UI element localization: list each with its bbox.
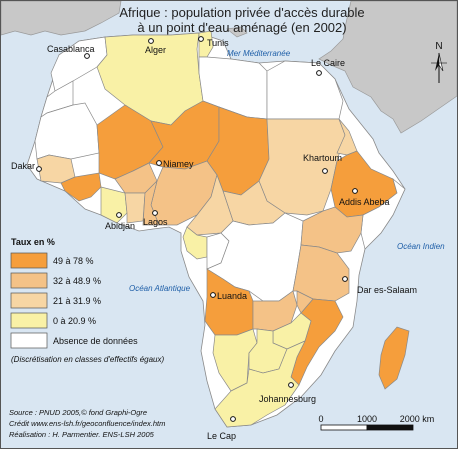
- marker-le-caire: [316, 70, 322, 76]
- guinea: [60, 172, 102, 202]
- label-indian-ocean: Océan Indien: [397, 242, 445, 251]
- label-lagos: Lagos: [143, 217, 168, 227]
- label-abidjan: Abidjan: [105, 221, 135, 231]
- marker-luanda: [210, 292, 216, 298]
- north-letter: N: [435, 41, 442, 52]
- scale-tick-0: 0: [318, 414, 323, 424]
- senegal: [36, 154, 76, 184]
- scale-bar: 0 1000 2000 km: [318, 414, 435, 431]
- title-line-2: à un point d'eau aménagé (en 2002): [137, 20, 346, 35]
- gabon: [182, 226, 208, 260]
- marker-casablanca: [84, 53, 90, 59]
- marker-dar-es-salaam: [342, 276, 348, 282]
- city-markers: [36, 36, 358, 422]
- label-mediterranean: Mer Méditerranée: [227, 49, 291, 58]
- marker-dakar: [36, 166, 42, 172]
- label-addis-abeba: Addis Abeba: [339, 197, 390, 207]
- marker-alger: [148, 38, 154, 44]
- credit-source: Source : PNUD 2005,© fond Graphi-Ogre: [9, 408, 147, 417]
- south-africa: [214, 340, 306, 428]
- label-niamey: Niamey: [163, 159, 194, 169]
- legend-label-21-31: 21 à 31.9 %: [53, 296, 101, 306]
- legend-label-49-78: 49 à 78 %: [53, 256, 94, 266]
- scale-tick-1000: 1000: [357, 414, 377, 424]
- marker-addis-abeba: [352, 188, 358, 194]
- ghana: [124, 192, 146, 224]
- sicily-land: [226, 26, 248, 38]
- legend: Taux en % 49 à 78 % 32 à 48.9 % 21 à 31.…: [10, 237, 164, 364]
- legend-swatch-49-78: [10, 252, 48, 269]
- label-alger: Alger: [145, 45, 166, 55]
- legend-swatch-21-31: [10, 292, 48, 309]
- legend-swatch-32-48: [10, 272, 48, 289]
- marker-tunis: [198, 36, 204, 42]
- egypt: [266, 60, 344, 120]
- label-dar-es-salaam: Dar es-Salaam: [357, 285, 417, 295]
- label-tunis: Tunis: [207, 38, 229, 48]
- legend-label-32-48: 32 à 48.9 %: [53, 276, 101, 286]
- label-le-caire: Le Caire: [311, 58, 345, 68]
- legend-swatch-no-data: [10, 332, 48, 349]
- madagascar: [378, 326, 410, 390]
- legend-note: (Discrétisation en classes d'effectifs é…: [11, 355, 164, 364]
- marker-lagos: [152, 210, 158, 216]
- label-khartoum: Khartoum: [303, 153, 342, 163]
- scale-tick-2000: 2000 km: [400, 414, 435, 424]
- legend-label-0-20: 0 à 20.9 %: [53, 316, 96, 326]
- legend-swatch-0-20: [10, 312, 48, 329]
- marker-le-cap: [230, 416, 236, 422]
- label-dakar: Dakar: [11, 161, 35, 171]
- marker-johannesburg: [288, 382, 294, 388]
- europe-land: [1, 1, 122, 36]
- title-line-1: Afrique : population privée d'accès dura…: [119, 5, 364, 20]
- label-johannesburg: Johannesburg: [259, 394, 316, 404]
- north-arrow: N: [431, 41, 447, 83]
- legend-heading: Taux en %: [11, 237, 55, 247]
- marker-abidjan: [116, 212, 122, 218]
- marker-khartoum: [322, 168, 328, 174]
- label-atlantic-ocean: Océan Atlantique: [129, 284, 191, 293]
- marker-niamey: [156, 160, 162, 166]
- credit-website: Crédit www.ens-lsh.fr/geoconfluence/inde…: [9, 419, 165, 428]
- credit-realisation: Réalisation : H. Parmentier. ENS-LSH 200…: [9, 430, 155, 439]
- zambia: [252, 290, 298, 332]
- label-le-cap: Le Cap: [207, 431, 236, 441]
- label-casablanca: Casablanca: [47, 44, 95, 54]
- somalia: [360, 178, 406, 250]
- europe-land-east: [318, 1, 457, 134]
- namibia: [212, 328, 258, 392]
- legend-label-no-data: Absence de données: [53, 336, 138, 346]
- label-luanda: Luanda: [217, 291, 247, 301]
